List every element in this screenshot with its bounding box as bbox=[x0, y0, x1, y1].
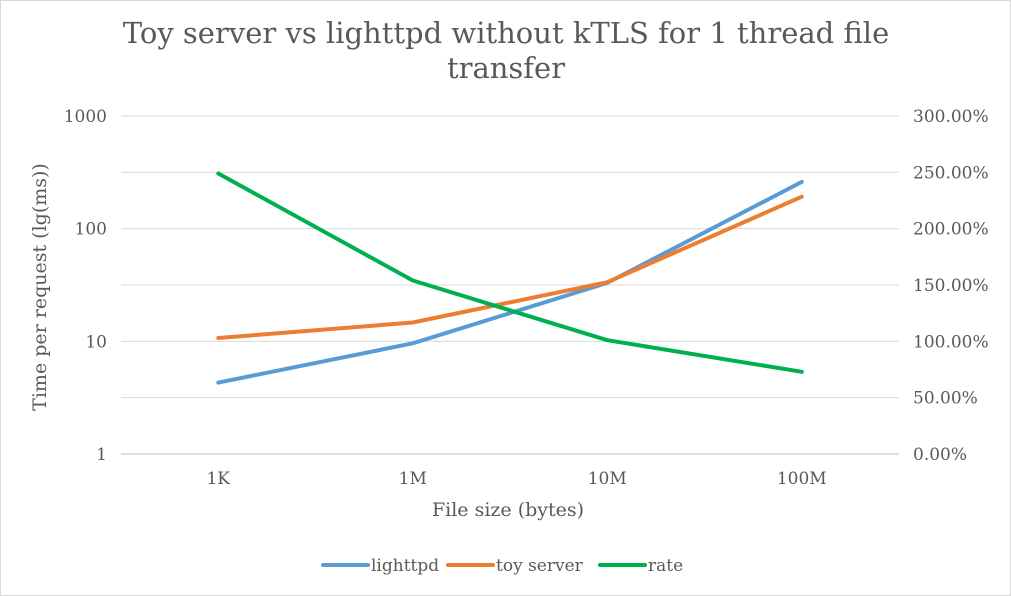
chart-title-line-2: transfer bbox=[447, 51, 565, 85]
series-lines bbox=[216, 171, 804, 385]
y-axis-ticks: 1000 100 10 1 bbox=[64, 107, 107, 465]
y-tick-label: 10 bbox=[85, 332, 107, 352]
series-line-lighttpd bbox=[216, 179, 804, 385]
x-tick-label: 100M bbox=[777, 469, 827, 489]
gridlines bbox=[121, 115, 899, 455]
y2-tick-label: 50.00% bbox=[913, 389, 978, 409]
y-tick-label: 1000 bbox=[64, 107, 107, 127]
y2-axis-ticks: 300.00% 250.00% 200.00% 150.00% 100.00% 50.00… bbox=[913, 107, 989, 465]
series-line-toy-server bbox=[216, 194, 804, 340]
y-axis-label: Time per request (lg(ms)) bbox=[29, 163, 51, 411]
x-axis-label: File size (bytes) bbox=[432, 499, 584, 521]
y2-tick-label: 0.00% bbox=[913, 445, 967, 465]
y2-tick-label: 250.00% bbox=[913, 163, 989, 183]
y2-tick-label: 100.00% bbox=[913, 332, 989, 352]
y-tick-label: 1 bbox=[96, 445, 107, 465]
chart-title-line-1: Toy server vs lighttpd without kTLS for … bbox=[123, 16, 889, 50]
x-tick-label: 1K bbox=[206, 469, 230, 489]
y2-tick-label: 200.00% bbox=[913, 220, 989, 240]
legend: lighttpd toy server rate bbox=[321, 556, 683, 576]
legend-label: rate bbox=[648, 556, 683, 576]
x-tick-label: 1M bbox=[399, 469, 427, 489]
x-axis-ticks: 1K 1M 10M 100M bbox=[206, 469, 826, 489]
series-line-rate bbox=[216, 171, 804, 374]
y2-tick-label: 150.00% bbox=[913, 276, 989, 296]
legend-label: toy server bbox=[496, 556, 584, 576]
y2-tick-label: 300.00% bbox=[913, 107, 989, 127]
legend-label: lighttpd bbox=[371, 556, 439, 576]
x-tick-label: 10M bbox=[588, 469, 627, 489]
y-tick-label: 100 bbox=[75, 220, 107, 240]
